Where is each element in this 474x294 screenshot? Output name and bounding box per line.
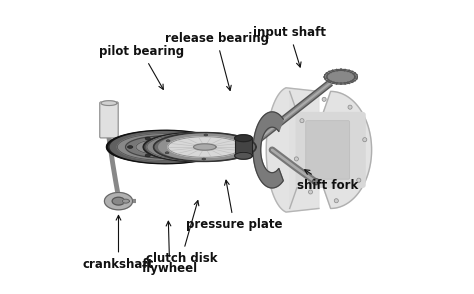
Ellipse shape [145,154,150,157]
FancyBboxPatch shape [295,112,366,188]
Text: shift fork: shift fork [297,170,358,191]
Ellipse shape [165,152,169,154]
Ellipse shape [148,142,152,144]
FancyBboxPatch shape [100,102,118,138]
Polygon shape [168,137,242,157]
Ellipse shape [294,157,299,161]
Text: pressure plate: pressure plate [186,180,283,231]
Ellipse shape [300,119,304,123]
Polygon shape [169,140,220,154]
FancyBboxPatch shape [235,138,252,156]
Polygon shape [190,146,200,148]
Ellipse shape [168,140,172,142]
Ellipse shape [166,140,170,142]
Ellipse shape [183,144,187,146]
Polygon shape [154,133,256,161]
FancyBboxPatch shape [306,121,350,179]
Text: pilot bearing: pilot bearing [100,45,184,89]
Ellipse shape [363,138,367,142]
Text: crankshaft: crankshaft [83,216,154,270]
Polygon shape [184,144,205,150]
Polygon shape [159,134,251,160]
Ellipse shape [198,146,203,148]
Ellipse shape [143,148,147,150]
Ellipse shape [241,140,245,142]
Polygon shape [122,199,129,203]
Ellipse shape [309,190,312,194]
Polygon shape [235,152,252,159]
Ellipse shape [145,137,150,140]
Ellipse shape [348,105,352,109]
Ellipse shape [179,150,182,152]
Polygon shape [104,193,133,210]
Polygon shape [290,91,372,208]
Text: clutch disk: clutch disk [146,201,217,265]
Polygon shape [266,88,319,212]
Text: flywheel: flywheel [142,221,198,275]
Polygon shape [112,197,125,205]
Polygon shape [147,134,242,160]
Ellipse shape [202,158,206,160]
Polygon shape [327,71,355,83]
Ellipse shape [128,146,133,148]
Ellipse shape [180,154,185,157]
Polygon shape [110,132,220,162]
Text: input shaft: input shaft [253,26,326,67]
Polygon shape [143,133,246,161]
Polygon shape [136,139,194,155]
Polygon shape [253,112,283,188]
Polygon shape [158,145,173,149]
Ellipse shape [180,137,185,140]
Polygon shape [101,101,117,106]
Polygon shape [126,136,205,158]
Ellipse shape [334,199,338,203]
Ellipse shape [312,178,319,184]
Ellipse shape [357,178,361,182]
Ellipse shape [240,152,244,154]
Text: release bearing: release bearing [164,32,268,91]
Ellipse shape [159,152,163,154]
Polygon shape [193,144,216,150]
Polygon shape [107,131,224,163]
Polygon shape [118,133,213,161]
Ellipse shape [204,134,208,136]
Ellipse shape [322,97,326,101]
Polygon shape [235,135,252,142]
